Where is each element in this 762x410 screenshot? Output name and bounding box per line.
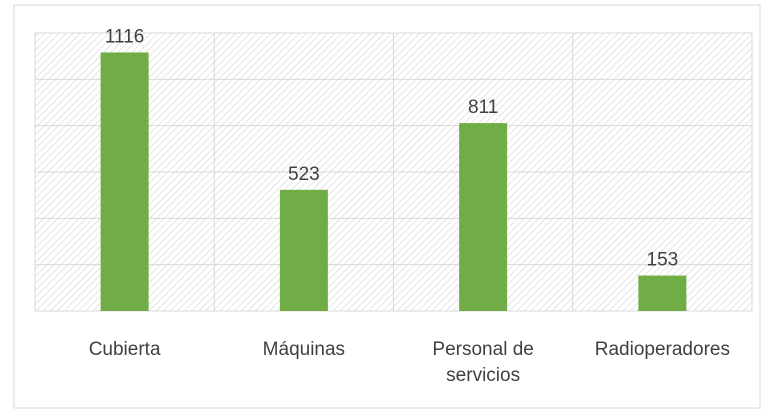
bar	[279, 189, 328, 311]
data-label: 523	[288, 164, 320, 185]
data-label: 811	[468, 97, 498, 118]
bar	[100, 52, 149, 312]
data-label: 1116	[105, 26, 144, 47]
data-label: 153	[647, 250, 679, 271]
bar	[459, 123, 508, 311]
x-tick-label: Máquinas	[262, 339, 346, 360]
x-tick-label: Cubierta	[88, 339, 161, 360]
bar	[638, 275, 687, 311]
x-tick-label: Radioperadores	[594, 339, 730, 360]
x-tick-label: Personal de servicios	[432, 339, 534, 386]
